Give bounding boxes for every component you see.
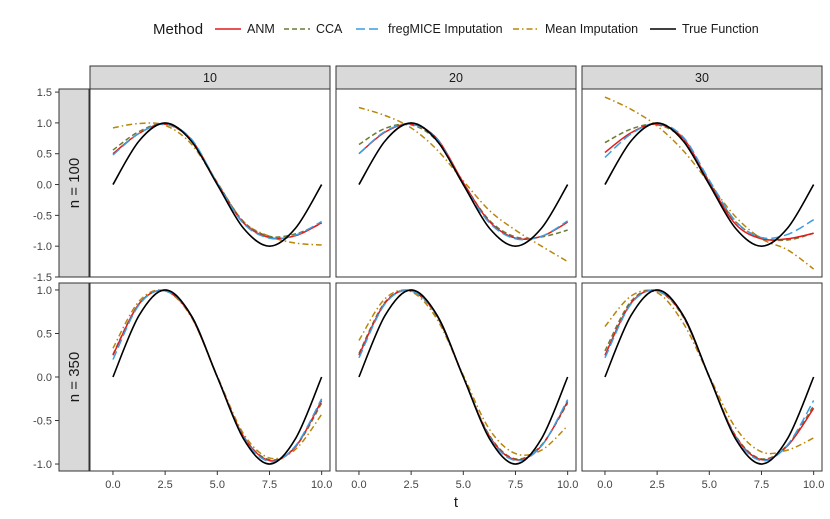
x-tick-label: 0.0 bbox=[351, 479, 366, 491]
panel-border bbox=[581, 282, 823, 472]
x-tick-label: 2.5 bbox=[403, 479, 418, 491]
y-tick-label: -1.0 bbox=[33, 241, 52, 253]
series-line-true-function bbox=[604, 289, 815, 465]
panel-n-100-col-20 bbox=[335, 88, 577, 278]
series-line-true-function bbox=[358, 289, 569, 465]
panel-border bbox=[335, 88, 577, 278]
panel-border bbox=[335, 282, 577, 472]
y-tick-label: 1.0 bbox=[37, 285, 52, 297]
x-tick-label: 10.0 bbox=[311, 479, 332, 491]
series-line-true-function bbox=[604, 122, 815, 247]
y-tick-label: -1.5 bbox=[33, 272, 52, 284]
panel-n-100-col-30 bbox=[581, 88, 823, 278]
panel-background bbox=[336, 89, 576, 277]
legend: Method ANM CCA fregMICE Imputation Mean Imp… bbox=[153, 21, 759, 38]
facet-label-row-n-100: n = 100 bbox=[66, 158, 83, 208]
panel-border bbox=[581, 88, 823, 278]
facet-label-col-20: 20 bbox=[449, 71, 463, 85]
series-line-true-function bbox=[358, 122, 569, 247]
x-tick-label: 5.0 bbox=[210, 479, 225, 491]
facet-strip-row-n-350 bbox=[58, 282, 90, 472]
legend-label-cca: CCA bbox=[316, 22, 343, 36]
panel-background bbox=[582, 283, 822, 471]
x-tick-label: 5.0 bbox=[702, 479, 717, 491]
panel-background bbox=[90, 89, 330, 277]
x-axis-label: t bbox=[454, 494, 459, 511]
facet-label-col-10: 10 bbox=[203, 71, 217, 85]
panel-n-350-col-10 bbox=[89, 282, 331, 472]
x-tick-label: 5.0 bbox=[456, 479, 471, 491]
y-tick-label: -0.5 bbox=[33, 210, 52, 222]
series-line-fregmice-imputation bbox=[358, 289, 569, 462]
legend-label-mean-imputation: Mean Imputation bbox=[545, 22, 638, 36]
panel-n-100-col-10 bbox=[89, 88, 331, 278]
facet-label-col-30: 30 bbox=[695, 71, 709, 85]
y-tick-label: 0.5 bbox=[37, 328, 52, 340]
x-tick-label: 10.0 bbox=[803, 479, 824, 491]
panel-n-350-col-20 bbox=[335, 282, 577, 472]
x-tick-label: 7.5 bbox=[754, 479, 769, 491]
y-tick-label: 0.0 bbox=[37, 180, 52, 192]
series-line-fregmice-imputation bbox=[604, 289, 815, 462]
series-line-mean-imputation bbox=[358, 106, 569, 263]
panel-background bbox=[90, 283, 330, 471]
x-tick-label: 0.0 bbox=[597, 479, 612, 491]
panel-border bbox=[89, 282, 331, 472]
x-tick-label: 0.0 bbox=[105, 479, 120, 491]
y-tick-label: -1.0 bbox=[33, 459, 52, 471]
legend-title: Method bbox=[153, 21, 203, 38]
y-tick-label: 1.0 bbox=[37, 118, 52, 130]
legend-label-fregmice-imputation: fregMICE Imputation bbox=[388, 22, 503, 36]
y-tick-label: 0.5 bbox=[37, 149, 52, 161]
panel-background bbox=[336, 283, 576, 471]
x-tick-label: 2.5 bbox=[157, 479, 172, 491]
series-line-true-function bbox=[112, 289, 323, 465]
facet-label-row-n-350: n = 350 bbox=[66, 352, 83, 402]
legend-label-true-function: True Function bbox=[682, 22, 759, 36]
legend-label-anm: ANM bbox=[247, 22, 275, 36]
x-tick-label: 7.5 bbox=[508, 479, 523, 491]
facet-grid: 10 20 30 n = 100 -1.5 -1.0 -0.5 0.0 0.5 1.0 1.5 n =… bbox=[33, 65, 824, 491]
x-tick-label: 7.5 bbox=[262, 479, 277, 491]
y-tick-label: 0.0 bbox=[37, 372, 52, 384]
y-tick-label: 1.5 bbox=[37, 87, 52, 99]
panel-n-350-col-30 bbox=[581, 282, 823, 472]
series-line-true-function bbox=[112, 122, 323, 247]
facet-strip-row-n-100 bbox=[58, 88, 90, 278]
x-tick-label: 10.0 bbox=[557, 479, 578, 491]
y-tick-label: -0.5 bbox=[33, 416, 52, 428]
panel-border bbox=[89, 88, 331, 278]
x-tick-label: 2.5 bbox=[649, 479, 664, 491]
panel-background bbox=[582, 89, 822, 277]
